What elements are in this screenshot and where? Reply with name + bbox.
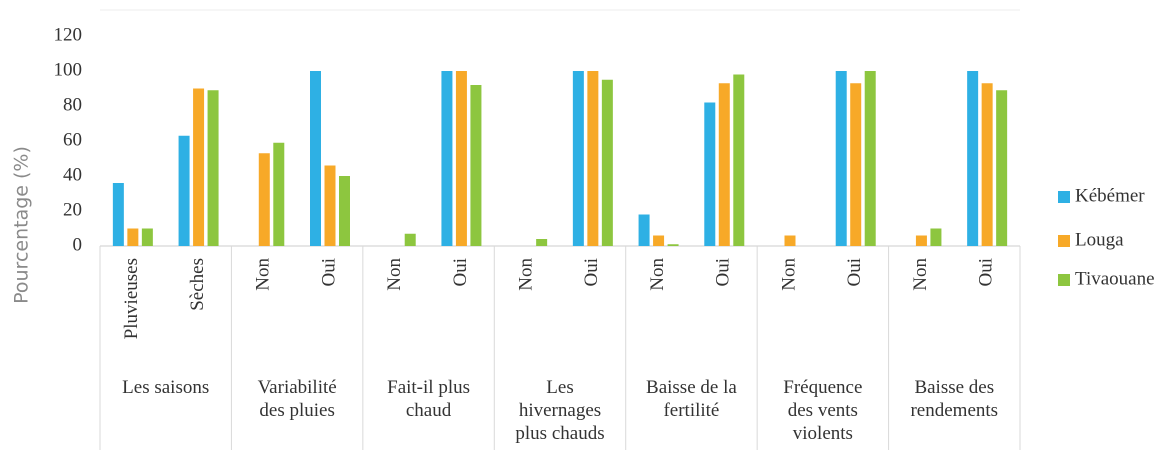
group-label: Baisse de la fertilité bbox=[646, 377, 737, 421]
group-label: Fait-il plus chaud bbox=[387, 377, 470, 421]
bar bbox=[915, 235, 927, 246]
bar bbox=[667, 244, 679, 246]
x-tick-label: Non bbox=[253, 258, 274, 291]
bar bbox=[850, 83, 862, 246]
x-tick-label: Non bbox=[647, 258, 668, 291]
bar bbox=[127, 228, 139, 246]
group-label: Baisse des rendements bbox=[910, 377, 998, 421]
group-label: Variabilité des pluies bbox=[258, 377, 337, 421]
y-axis-title: Pourcentage (%) bbox=[11, 146, 33, 304]
x-tick-label: Non bbox=[384, 258, 405, 291]
y-tick-label: 120 bbox=[54, 24, 83, 45]
legend-label: Tivaouane bbox=[1075, 268, 1155, 289]
legend-label: Louga bbox=[1075, 229, 1124, 250]
y-tick-label: 0 bbox=[73, 234, 83, 255]
group-label: Les saisons bbox=[122, 377, 209, 398]
legend-swatch bbox=[1058, 235, 1070, 247]
bar bbox=[864, 71, 876, 246]
y-tick-label: 60 bbox=[63, 129, 82, 150]
bar bbox=[587, 71, 599, 246]
x-tick-label: Sèches bbox=[187, 258, 208, 311]
bar bbox=[835, 71, 847, 246]
bar bbox=[441, 71, 453, 246]
bar bbox=[967, 71, 979, 246]
bar bbox=[258, 153, 270, 246]
bar bbox=[455, 71, 467, 246]
x-tick-label: Oui bbox=[450, 258, 471, 287]
bar bbox=[572, 71, 584, 246]
legend-swatch bbox=[1058, 191, 1070, 203]
y-tick-label: 40 bbox=[63, 164, 82, 185]
bar bbox=[704, 102, 716, 246]
bar bbox=[339, 176, 350, 246]
bar bbox=[996, 90, 1008, 246]
group-label: Les hivernages plus chauds bbox=[515, 377, 604, 444]
group-label: Fréquence des vents violents bbox=[783, 377, 862, 444]
bar bbox=[404, 233, 416, 246]
x-tick-label: Oui bbox=[844, 258, 865, 287]
x-tick-label: Oui bbox=[976, 258, 997, 287]
bar bbox=[718, 83, 730, 246]
bar bbox=[112, 183, 124, 246]
bar bbox=[930, 228, 942, 246]
x-tick-label: Oui bbox=[581, 258, 602, 287]
bar bbox=[733, 74, 745, 246]
bar bbox=[536, 239, 548, 246]
bar bbox=[601, 79, 613, 246]
bar bbox=[324, 165, 336, 246]
bar bbox=[981, 83, 993, 246]
bar bbox=[207, 90, 219, 246]
legend-label: Kébémer bbox=[1075, 185, 1145, 206]
x-tick-label: Pluvieuses bbox=[121, 258, 142, 339]
bar bbox=[178, 135, 190, 246]
legend-swatch bbox=[1058, 274, 1070, 286]
x-tick-label: Oui bbox=[713, 258, 734, 287]
bar bbox=[638, 214, 650, 246]
x-tick-label: Oui bbox=[318, 258, 339, 287]
bar bbox=[141, 228, 153, 246]
y-tick-label: 100 bbox=[54, 59, 83, 80]
x-tick-label: Non bbox=[910, 258, 931, 291]
y-tick-label: 20 bbox=[63, 199, 82, 220]
y-tick-label: 80 bbox=[63, 94, 82, 115]
bar bbox=[784, 235, 796, 246]
bar bbox=[273, 142, 285, 246]
x-tick-label: Non bbox=[516, 258, 537, 291]
bar bbox=[193, 88, 205, 246]
bar bbox=[470, 85, 482, 246]
bar bbox=[653, 235, 665, 246]
bar bbox=[310, 71, 321, 246]
x-tick-label: Non bbox=[778, 258, 799, 291]
